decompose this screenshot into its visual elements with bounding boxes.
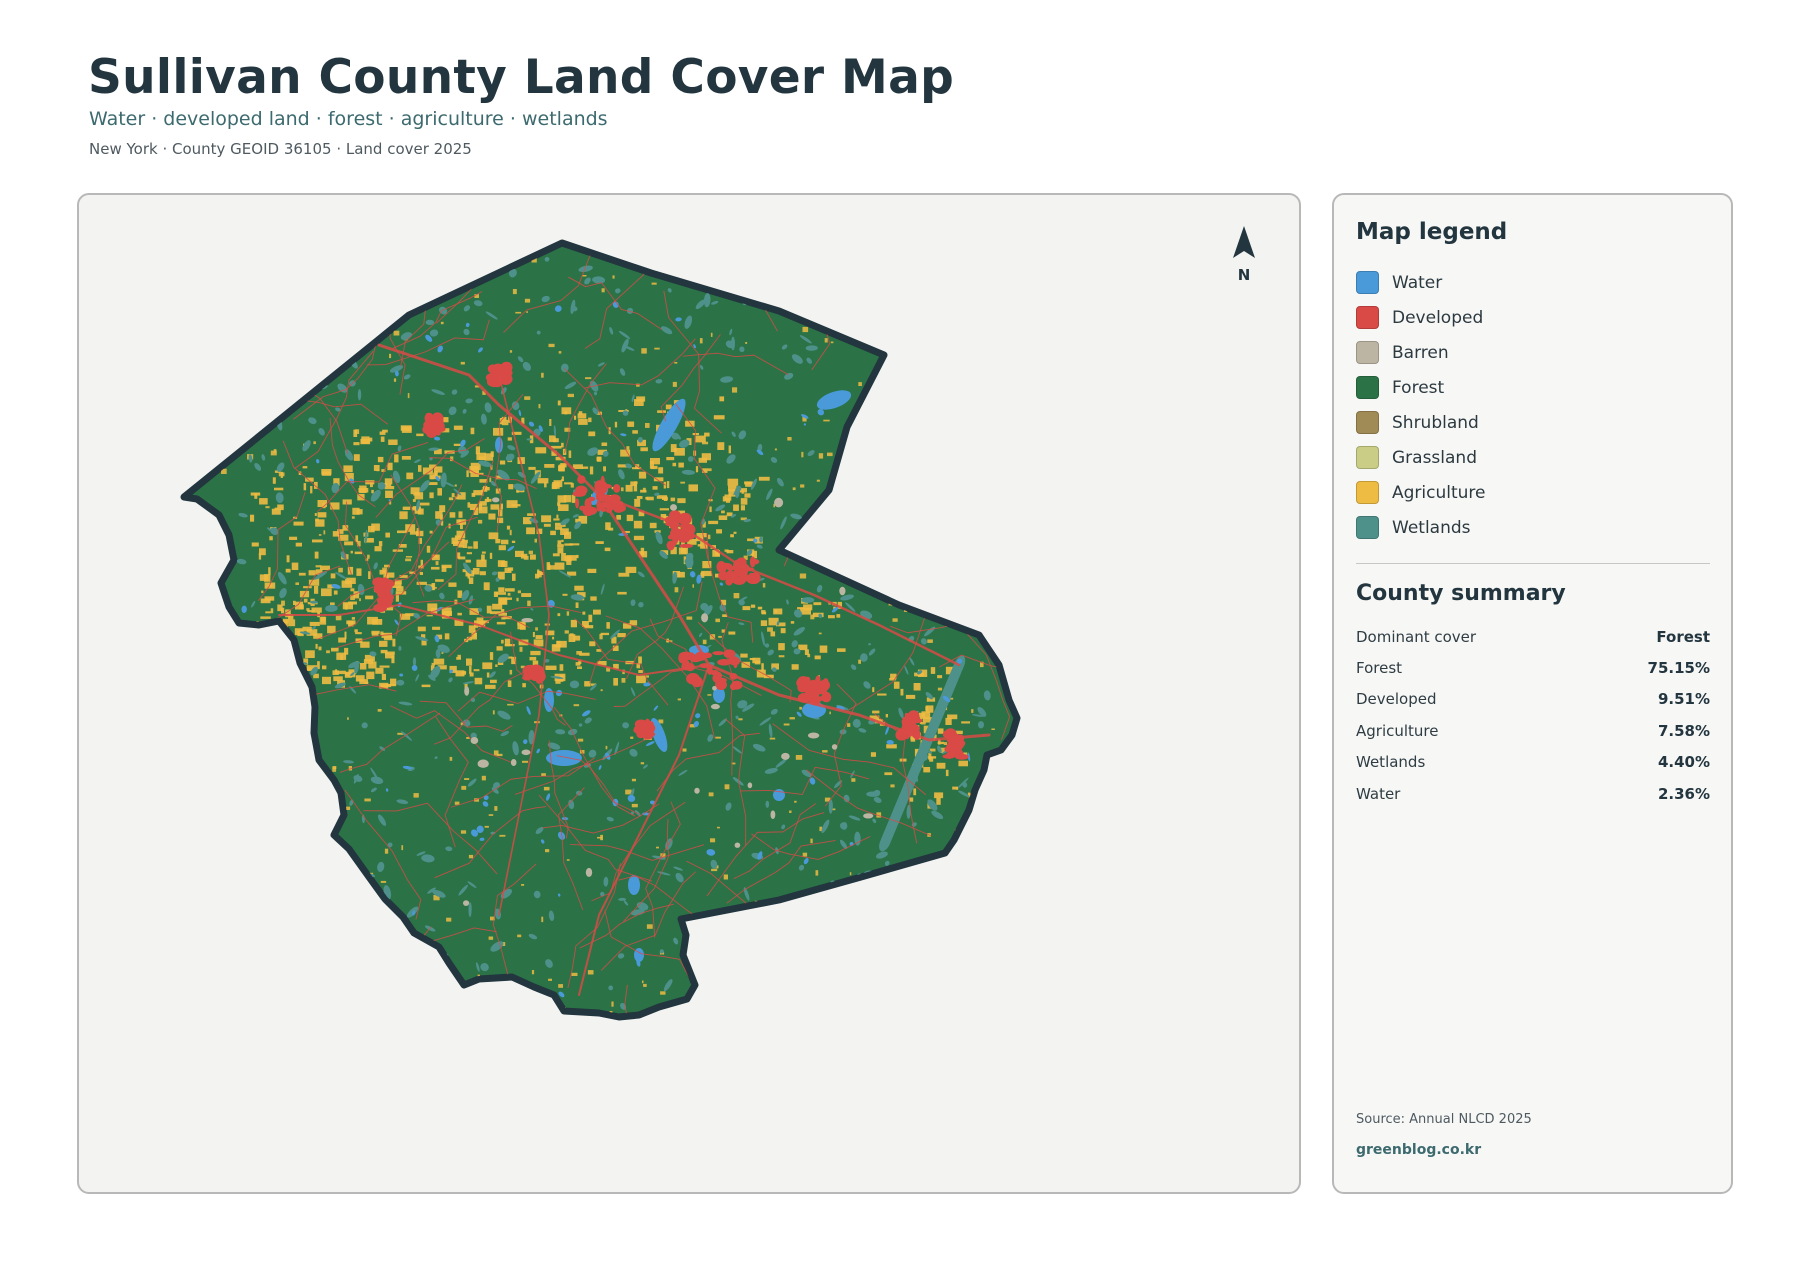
summary-key: Agriculture: [1356, 721, 1439, 740]
legend-item-forest: Forest: [1356, 370, 1486, 405]
legend-swatch-developed: [1356, 306, 1379, 329]
legend-label: Developed: [1392, 307, 1484, 328]
summary-row-water: Water 2.36%: [1356, 778, 1710, 809]
legend-label: Wetlands: [1392, 517, 1471, 538]
summary-key: Water: [1356, 784, 1401, 803]
summary-value: 75.15%: [1647, 659, 1710, 678]
legend-item-wetlands: Wetlands: [1356, 510, 1486, 545]
legend-item-barren: Barren: [1356, 335, 1486, 370]
divider: [1356, 563, 1710, 564]
summary-row-forest: Forest 75.15%: [1356, 652, 1710, 683]
summary-key: Forest: [1356, 659, 1403, 678]
summary-value: 4.40%: [1657, 753, 1710, 772]
summary-title: County summary: [1356, 581, 1566, 606]
legend-item-grassland: Grassland: [1356, 440, 1486, 475]
legend-swatch-wetlands: [1356, 516, 1379, 539]
map-panel[interactable]: [77, 193, 1301, 1194]
summary-row-agriculture: Agriculture 7.58%: [1356, 715, 1710, 746]
legend-label: Shrubland: [1392, 412, 1479, 433]
page-meta: New York · County GEOID 36105 · Land cov…: [89, 140, 472, 158]
summary-key: Dominant cover: [1356, 627, 1477, 646]
summary-row-developed: Developed 9.51%: [1356, 684, 1710, 715]
legend-swatch-agriculture: [1356, 481, 1379, 504]
legend-item-developed: Developed: [1356, 300, 1486, 335]
county-outline: [181, 240, 1020, 1020]
summary-row-dominant: Dominant cover Forest: [1356, 621, 1710, 652]
land-cover-map[interactable]: [79, 195, 1301, 1194]
north-arrow: N: [1223, 224, 1265, 284]
north-label: N: [1237, 266, 1251, 284]
legend-swatch-shrubland: [1356, 411, 1379, 434]
page-subtitle: Water · developed land · forest · agricu…: [89, 108, 608, 130]
summary-key: Wetlands: [1356, 753, 1426, 772]
legend-label: Agriculture: [1392, 482, 1486, 503]
legend-item-shrubland: Shrubland: [1356, 405, 1486, 440]
legend-item-agriculture: Agriculture: [1356, 475, 1486, 510]
legend-swatch-grassland: [1356, 446, 1379, 469]
summary-value: 9.51%: [1657, 690, 1710, 709]
summary-value: Forest: [1656, 627, 1710, 646]
site-link[interactable]: greenblog.co.kr: [1356, 1142, 1482, 1158]
legend-label: Water: [1392, 272, 1443, 293]
summary-value: 7.58%: [1657, 721, 1710, 740]
summary-value: 2.36%: [1657, 784, 1710, 803]
land-cover-patches: [217, 243, 1017, 1017]
north-arrow-icon: [1233, 226, 1255, 258]
source-note: Source: Annual NLCD 2025: [1356, 1112, 1532, 1127]
summary-table: Dominant cover Forest Forest 75.15% Deve…: [1356, 621, 1710, 809]
summary-row-wetlands: Wetlands 4.40%: [1356, 747, 1710, 778]
legend-list: Water Developed Barren Forest Shrubland …: [1356, 265, 1486, 545]
legend-label: Barren: [1392, 342, 1449, 363]
side-panel: Map legend Water Developed Barren Forest…: [1332, 193, 1733, 1194]
legend-swatch-forest: [1356, 376, 1379, 399]
legend-title: Map legend: [1356, 219, 1508, 245]
legend-label: Grassland: [1392, 447, 1477, 468]
legend-label: Forest: [1392, 377, 1445, 398]
legend-item-water: Water: [1356, 265, 1486, 300]
summary-key: Developed: [1356, 690, 1437, 709]
page-title: Sullivan County Land Cover Map: [88, 50, 955, 105]
legend-swatch-water: [1356, 271, 1379, 294]
legend-swatch-barren: [1356, 341, 1379, 364]
